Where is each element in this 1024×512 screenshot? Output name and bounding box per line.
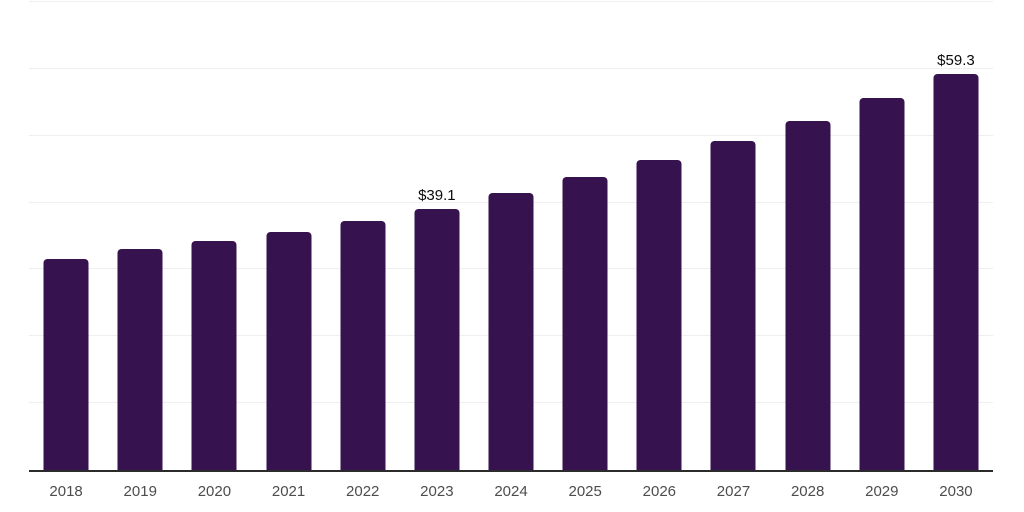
x-axis-labels: 2018 2019 2020 2021 2022 2023 2024 2025 2026 2027… <box>29 483 993 501</box>
bar-slot-2025 <box>548 2 622 470</box>
bar-slot-2024 <box>474 2 548 470</box>
bar-2023 <box>414 208 460 470</box>
bar-slot-2021 <box>251 2 325 470</box>
x-tick-2028: 2028 <box>790 483 825 500</box>
bar-2029 <box>859 98 905 470</box>
x-tick-2021: 2021 <box>271 483 306 500</box>
x-tick-2030: 2030 <box>939 483 973 500</box>
x-tick-2022: 2022 <box>346 483 380 500</box>
bar-2027 <box>710 141 756 470</box>
bar-2021 <box>266 232 312 470</box>
plot-area: $39.1 $59.3 <box>29 1 993 472</box>
gridline-60 <box>29 67 993 69</box>
bar-2018 <box>43 259 89 470</box>
bar-slot-2029 <box>845 2 919 470</box>
x-tick-2020: 2020 <box>197 483 232 500</box>
bar-2030 <box>933 73 979 470</box>
value-label-2023: $39.1 <box>418 186 456 204</box>
bar-slot-2023: $39.1 <box>400 2 474 470</box>
bar-slot-2026 <box>622 2 696 470</box>
bars: $39.1 $59.3 <box>29 2 993 470</box>
x-tick-2025: 2025 <box>568 483 602 500</box>
x-tick-2023: 2023 <box>420 483 454 500</box>
bar-2020 <box>191 241 237 470</box>
bar-2024 <box>488 192 534 470</box>
x-tick-2026: 2026 <box>642 483 677 500</box>
x-tick-2018: 2018 <box>49 483 83 500</box>
gridline-50 <box>29 134 993 136</box>
x-tick-2027: 2027 <box>716 483 751 500</box>
bar-slot-2022 <box>326 2 400 470</box>
bar-slot-2028 <box>771 2 845 470</box>
bar-slot-2020 <box>177 2 251 470</box>
bar-slot-2019 <box>103 2 177 470</box>
x-tick-2029: 2029 <box>865 483 899 500</box>
bar-slot-2027 <box>696 2 770 470</box>
x-tick-2024: 2024 <box>494 483 528 500</box>
bar-2026 <box>636 160 682 470</box>
bar-2025 <box>562 177 608 470</box>
bar-2019 <box>117 248 163 470</box>
bar-slot-2018 <box>29 2 103 470</box>
gridline-70 <box>29 1 993 2</box>
value-label-2030: $59.3 <box>937 51 975 69</box>
bar-slot-2030: $59.3 <box>919 2 993 470</box>
x-tick-2019: 2019 <box>123 483 157 500</box>
bar-2022 <box>340 220 386 470</box>
bar-2028 <box>785 121 831 470</box>
